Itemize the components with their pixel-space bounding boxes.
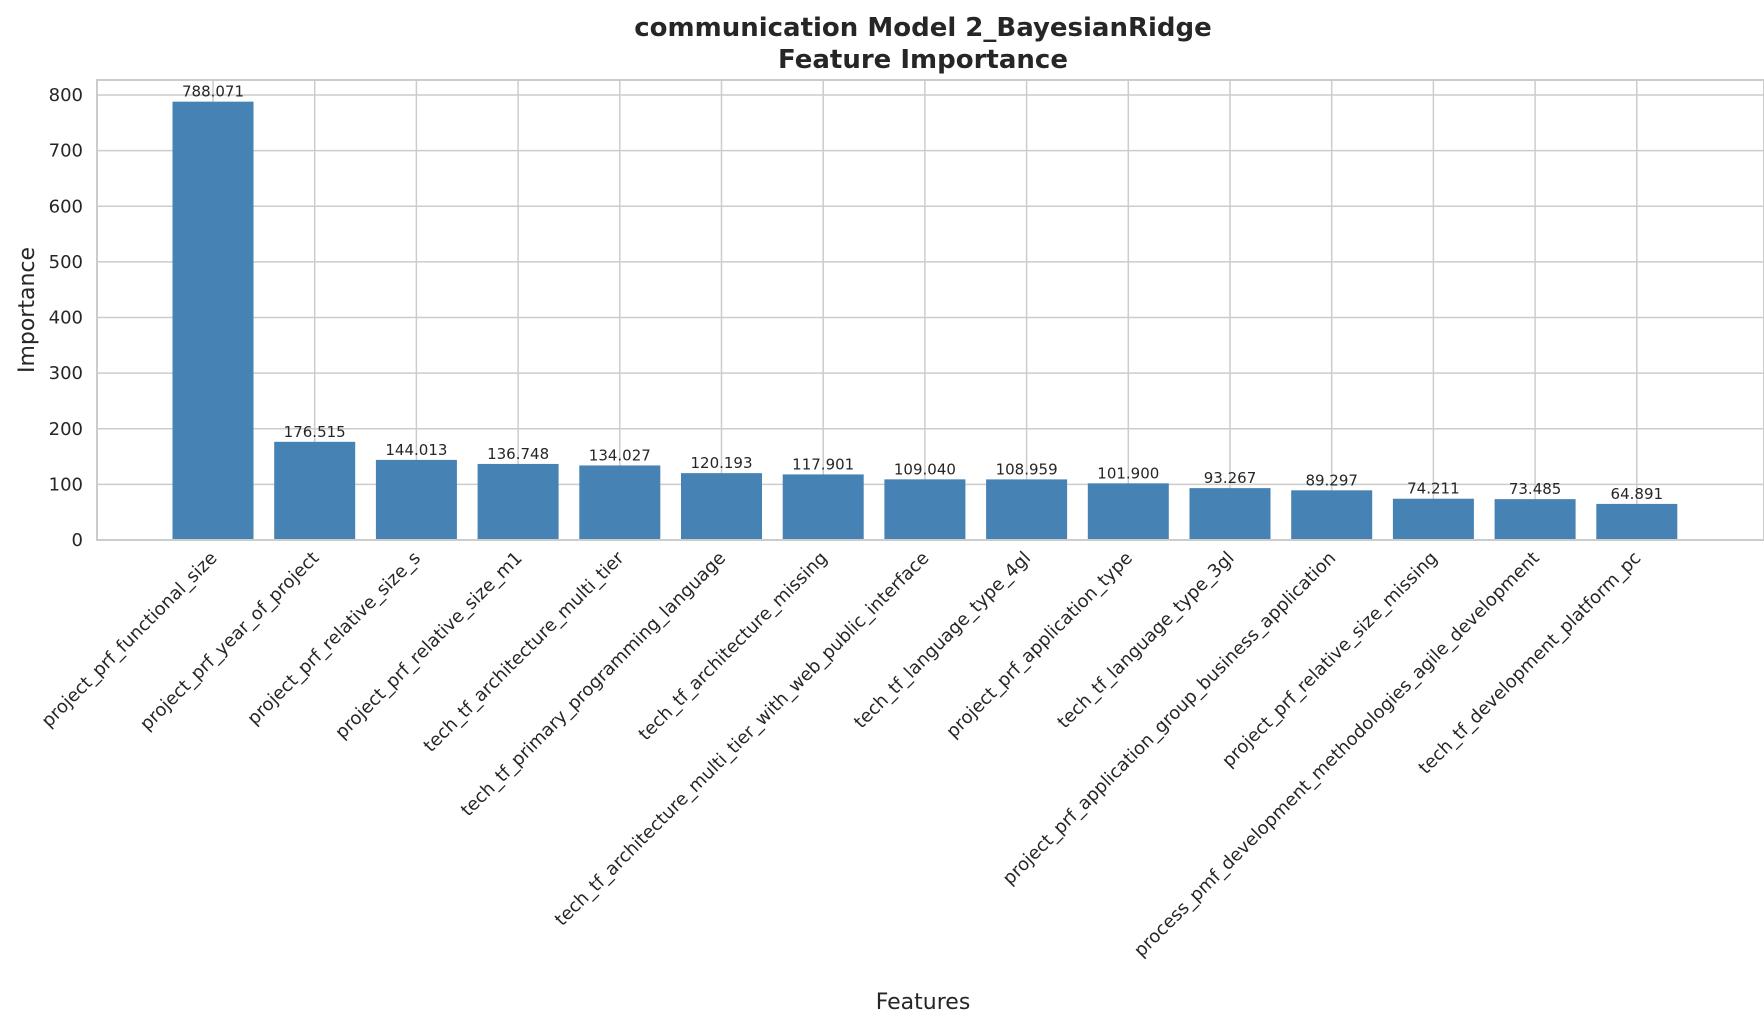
bar [1189,488,1271,540]
bar-value-label: 136.748 [487,445,549,463]
plot-frame [96,79,1764,541]
bar-value-label: 74.211 [1407,480,1460,498]
x-tick-label: tech_tf_architecture_missing [635,548,832,745]
y-tick-layer: 0 100 200 300 400 500 600 700 800 [49,85,83,551]
bar-layer [172,101,1678,540]
x-tick-label: tech_tf_language_type_3gl [1053,548,1238,733]
bar [1291,490,1373,540]
bar [579,465,661,540]
x-tick-label: project_prf_year_of_project [136,548,323,735]
bar [1494,499,1576,540]
x-tick-label: project_prf_application_type [942,548,1137,743]
bar-value-label: 134.027 [589,446,651,464]
y-tick-label: 0 [72,530,83,551]
y-tick-label: 600 [49,196,83,217]
bar-value-label: 73.485 [1509,480,1562,498]
y-tick-label: 700 [49,141,83,162]
bar-value-label: 101.900 [1097,464,1159,482]
bar [1087,483,1169,540]
bar-value-label: 117.901 [792,455,854,473]
x-tick-label: tech_tf_architecture_multi_tier [420,547,629,756]
bar-value-label: 93.267 [1204,469,1257,487]
x-tick-label: project_prf_application_group_business_a… [999,548,1340,889]
bar [375,459,457,540]
bar [986,479,1068,540]
bar-value-label: 108.959 [996,460,1058,478]
x-tick-label: process_pmf_development_methodologies_ag… [1130,548,1544,962]
bar-value-label: 120.193 [690,454,752,472]
x-axis-label: Features [876,990,971,1015]
x-tick-label: project_prf_relative_size_m1 [331,548,526,743]
x-tick-label-layer: project_prf_functional_sizeproject_prf_y… [38,547,1646,961]
bar [782,474,864,540]
bar [172,101,254,540]
bar-value-label: 64.891 [1611,485,1664,503]
y-tick-label: 200 [49,419,83,440]
bar [884,479,966,540]
x-tick-label: tech_tf_development_platform_pc [1415,548,1646,779]
y-tick-label: 100 [49,474,83,495]
bar [274,441,356,540]
bar-value-label: 144.013 [385,441,447,459]
x-tick-label: project_prf_functional_size [38,548,222,732]
chart-subtitle: Feature Importance [778,45,1068,75]
bar-value-label: 176.515 [284,423,346,441]
bar [1392,498,1474,540]
y-tick-label: 500 [49,252,83,273]
y-axis-label: Importance [15,247,40,373]
y-tick-label: 400 [49,308,83,329]
chart-title: communication Model 2_BayesianRidge [634,13,1212,43]
x-tick-label: project_prf_relative_size_missing [1218,548,1442,772]
x-tick-label: project_prf_relative_size_s [243,548,425,730]
y-tick-label: 800 [49,85,83,106]
bar [681,473,762,540]
bar-value-label: 89.297 [1305,471,1358,489]
bar [477,463,559,540]
bar-value-label: 788.071 [182,83,244,101]
x-tick-label: tech_tf_architecture_multi_tier_with_web… [551,548,934,931]
data-label-layer: 788.071 176.515 144.013 136.748 134.027 120.1… [182,83,1663,503]
bar-value-label: 109.040 [894,460,956,478]
y-tick-label: 300 [49,363,83,384]
grid-layer [97,80,1764,541]
x-tick-label: tech_tf_language_type_4gl [850,548,1035,733]
bar [1596,503,1678,540]
